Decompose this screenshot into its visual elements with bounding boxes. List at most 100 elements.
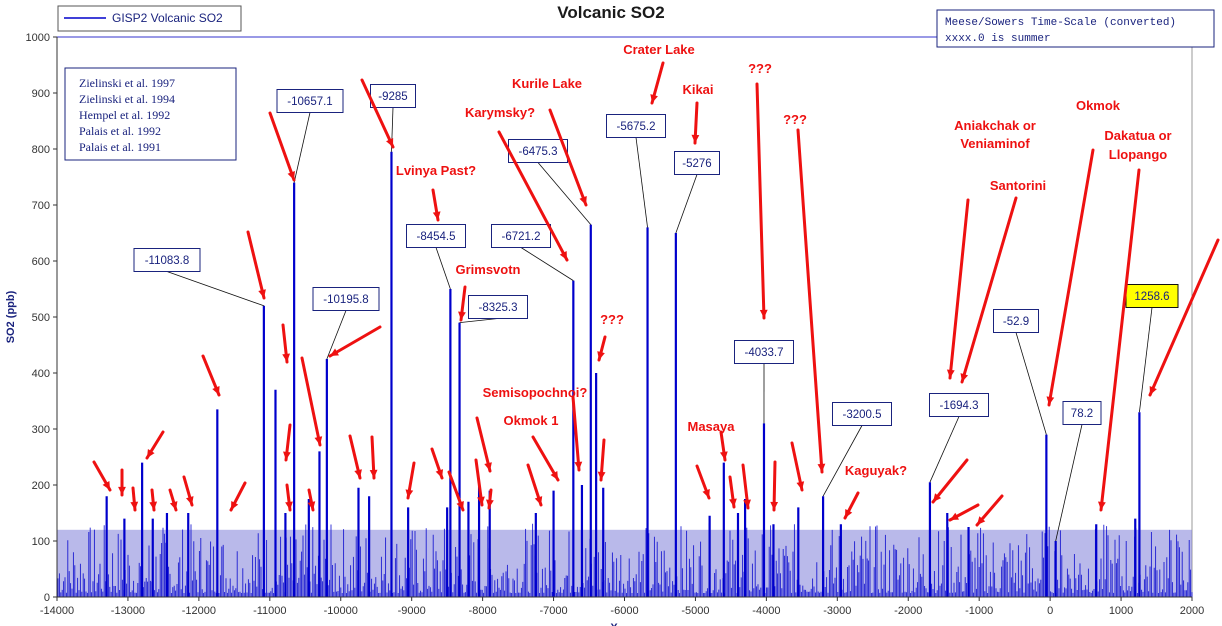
y-tick-label: 100 xyxy=(32,536,50,548)
red-arrow-head xyxy=(1149,386,1157,395)
red-arrow-head xyxy=(484,462,492,471)
x-tick-label: -7000 xyxy=(539,605,567,617)
y-tick-label: 300 xyxy=(32,424,50,436)
red-arrow-head xyxy=(307,501,316,510)
volcano-labels: Crater Lake Kurile Lake Kikai Karymsky? Lvin… xyxy=(396,42,1172,478)
red-arrow-head xyxy=(287,171,295,180)
callout-label: 1258.6 xyxy=(1134,291,1169,303)
volcano-label: Kikai xyxy=(682,82,713,97)
callout-box xyxy=(406,224,466,248)
callout-box xyxy=(993,309,1039,333)
callout-leader xyxy=(293,112,311,183)
red-arrow-shaft xyxy=(268,111,296,182)
volcano-label: Kaguyak? xyxy=(845,463,907,478)
red-arrow-shaft xyxy=(497,130,569,262)
red-arrow-shaft xyxy=(531,435,560,482)
volcano-label: Dakatua or xyxy=(1104,128,1171,143)
callout-leader xyxy=(537,162,592,225)
callout-label: -52.9 xyxy=(1003,316,1029,328)
callout-label: -6721.2 xyxy=(501,231,540,243)
volcano-label: Llopango xyxy=(1109,147,1168,162)
x-tick-label: -10000 xyxy=(324,605,358,617)
volcano-label: ??? xyxy=(600,312,624,327)
callout-leader xyxy=(1139,307,1153,413)
callout-box xyxy=(929,393,989,417)
red-arrow-head xyxy=(579,196,587,205)
callout-label: 78.2 xyxy=(1071,408,1093,420)
red-arrow-head xyxy=(1046,396,1055,405)
volcano-label: Semisopochnoi? xyxy=(483,385,588,400)
callout-box xyxy=(133,248,201,272)
x-tick-label: 1000 xyxy=(1109,605,1133,617)
callout-leader xyxy=(675,174,698,234)
y-tick-label: 900 xyxy=(32,88,50,100)
callout-box xyxy=(606,114,666,138)
callout-label: -4033.7 xyxy=(744,347,783,359)
red-arrow-head xyxy=(534,496,543,505)
x-tick-label: -5000 xyxy=(681,605,709,617)
red-arrow-head xyxy=(597,351,605,360)
callout-box xyxy=(491,224,551,248)
x-tick-label: 0 xyxy=(1047,605,1053,617)
y-tick-label: 500 xyxy=(32,312,50,324)
reference-item: Hempel et al. 1992 xyxy=(79,108,170,122)
red-arrow-shaft xyxy=(1148,238,1220,397)
y-axis-title: SO2 (ppb) xyxy=(5,290,17,343)
series-peaks xyxy=(105,151,1141,597)
red-arrow-head xyxy=(477,496,485,505)
x-tick-label: -11000 xyxy=(253,605,286,617)
y-tick-label: 600 xyxy=(32,256,50,268)
threshold-band xyxy=(57,529,1192,597)
x-tick-label: -14000 xyxy=(40,605,74,617)
volcano-label: Kurile Lake xyxy=(512,76,582,91)
volcano-label: Aniakchak or xyxy=(954,118,1036,133)
red-arrow-shaft xyxy=(960,196,1018,384)
reference-item: Zielinski et al. 1997 xyxy=(79,76,175,90)
callout-leader xyxy=(326,310,347,360)
x-tick-label: -6000 xyxy=(610,605,638,617)
callout-box xyxy=(832,402,892,426)
x-tick-label: -12000 xyxy=(182,605,216,617)
red-arrow-head xyxy=(960,373,969,382)
x-tick-label: -9000 xyxy=(398,605,426,617)
volcano-label: Santorini xyxy=(990,178,1046,193)
red-arrow-shaft xyxy=(1099,168,1141,512)
noise-trace xyxy=(57,523,1193,597)
callout-box xyxy=(312,287,380,311)
callout-box xyxy=(734,340,794,364)
red-arrow-head xyxy=(186,496,194,505)
timescale-note: Meese/Sowers Time-Scale (converted) xxxx… xyxy=(936,9,1215,48)
red-arrow-shaft xyxy=(948,198,970,380)
reference-item: Palais et al. 1992 xyxy=(79,124,161,138)
red-arrow-head xyxy=(817,463,826,472)
red-arrow-head xyxy=(285,501,293,510)
red-arrow-head xyxy=(770,501,779,510)
red-arrow-head xyxy=(314,436,323,445)
callout-label: -6475.3 xyxy=(518,146,557,158)
red-arrow-shaft xyxy=(328,325,382,358)
y-tick-label: 700 xyxy=(32,200,50,212)
red-arrow-head xyxy=(550,471,558,480)
volcano-label: Lvinya Past? xyxy=(396,163,476,178)
y-tick-label: 0 xyxy=(44,592,50,604)
callout-label: -1694.3 xyxy=(939,400,978,412)
red-arrow-head xyxy=(1098,501,1106,510)
red-arrow-head xyxy=(456,501,464,510)
red-arrow-head xyxy=(743,499,751,508)
callout-label: -9285 xyxy=(378,91,407,103)
red-arrow-head xyxy=(169,501,178,510)
red-arrow-head xyxy=(405,489,414,498)
red-arrow-head xyxy=(147,449,155,458)
callout-leader xyxy=(520,247,574,281)
callout-leader xyxy=(166,271,265,307)
red-arrow-head xyxy=(950,512,959,520)
x-tick-label: -1000 xyxy=(965,605,993,617)
red-arrow-head xyxy=(435,469,444,478)
red-arrow-head xyxy=(650,94,658,103)
x-tick-label: -4000 xyxy=(752,605,780,617)
legend-entry: GISP2 Volcanic SO2 xyxy=(112,11,223,25)
red-arrow-head xyxy=(102,481,110,490)
red-arrow-head xyxy=(118,486,126,495)
red-arrow-head xyxy=(212,386,220,395)
